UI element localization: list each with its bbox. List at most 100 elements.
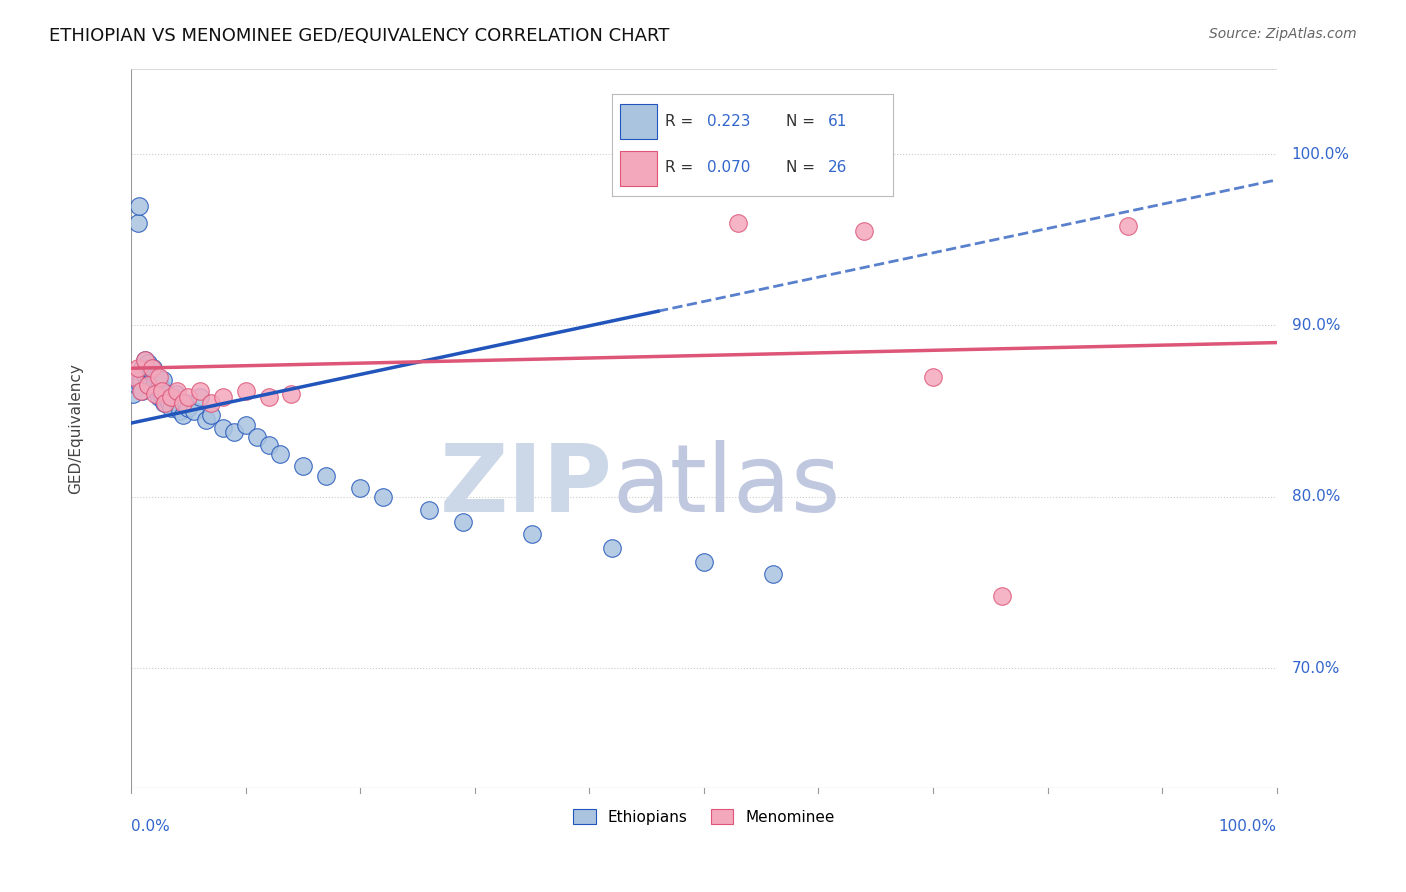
Point bbox=[143, 387, 166, 401]
Point bbox=[172, 395, 194, 409]
Point bbox=[129, 378, 152, 392]
Point bbox=[153, 395, 176, 409]
Text: 80.0%: 80.0% bbox=[1292, 489, 1340, 504]
Point bbox=[145, 384, 167, 398]
Point bbox=[142, 369, 165, 384]
Point bbox=[124, 369, 146, 384]
Point bbox=[165, 387, 187, 401]
Point bbox=[280, 387, 302, 401]
Text: 90.0%: 90.0% bbox=[1292, 318, 1340, 333]
Point bbox=[451, 516, 474, 530]
Legend: Ethiopians, Menominee: Ethiopians, Menominee bbox=[567, 803, 841, 830]
Point bbox=[200, 395, 222, 409]
Point bbox=[418, 503, 440, 517]
Point bbox=[183, 404, 205, 418]
Point bbox=[177, 391, 200, 405]
Point bbox=[761, 566, 783, 581]
Bar bbox=[620, 104, 657, 139]
Point bbox=[149, 387, 172, 401]
Point bbox=[269, 447, 291, 461]
Point bbox=[257, 438, 280, 452]
Point bbox=[132, 367, 155, 381]
Point bbox=[727, 216, 749, 230]
Point bbox=[157, 395, 180, 409]
Point bbox=[174, 395, 197, 409]
Point bbox=[135, 369, 157, 384]
Point bbox=[127, 216, 149, 230]
Point bbox=[136, 378, 159, 392]
Point bbox=[160, 391, 183, 405]
Point bbox=[136, 378, 159, 392]
Point bbox=[922, 369, 945, 384]
Point bbox=[349, 481, 371, 495]
Point bbox=[143, 373, 166, 387]
Bar bbox=[620, 151, 657, 186]
Point bbox=[291, 458, 314, 473]
Point bbox=[150, 384, 173, 398]
Point bbox=[371, 490, 394, 504]
Point bbox=[990, 589, 1012, 603]
Point bbox=[122, 387, 145, 401]
Point bbox=[136, 356, 159, 370]
Point bbox=[224, 425, 246, 439]
Point bbox=[134, 352, 156, 367]
Point bbox=[131, 361, 153, 376]
Point bbox=[162, 391, 184, 405]
Point bbox=[211, 391, 233, 405]
Point bbox=[188, 391, 211, 405]
Point bbox=[131, 373, 153, 387]
Text: 100.0%: 100.0% bbox=[1219, 819, 1277, 834]
Point bbox=[520, 527, 543, 541]
Point bbox=[693, 555, 716, 569]
Text: GED/Equivalency: GED/Equivalency bbox=[69, 363, 83, 493]
Point bbox=[200, 408, 222, 422]
Point bbox=[142, 378, 165, 392]
Text: 0.070: 0.070 bbox=[707, 160, 751, 175]
Point bbox=[146, 369, 169, 384]
Point bbox=[853, 224, 876, 238]
Point bbox=[246, 430, 269, 444]
Point bbox=[131, 384, 153, 398]
Point bbox=[155, 395, 177, 409]
Point bbox=[169, 404, 191, 418]
Point bbox=[141, 361, 163, 376]
Point bbox=[600, 541, 623, 556]
Text: Source: ZipAtlas.com: Source: ZipAtlas.com bbox=[1209, 27, 1357, 41]
Text: atlas: atlas bbox=[612, 440, 841, 532]
Point bbox=[127, 361, 149, 376]
Point bbox=[138, 369, 160, 384]
Point bbox=[136, 361, 159, 376]
Text: R =: R = bbox=[665, 114, 699, 128]
Point bbox=[235, 417, 257, 432]
Text: N =: N = bbox=[786, 160, 820, 175]
Point bbox=[125, 378, 148, 392]
Point bbox=[134, 352, 156, 367]
Text: 0.223: 0.223 bbox=[707, 114, 751, 128]
Text: N =: N = bbox=[786, 114, 820, 128]
Text: 100.0%: 100.0% bbox=[1292, 146, 1350, 161]
Point bbox=[148, 391, 170, 405]
Point bbox=[160, 401, 183, 415]
Point bbox=[124, 369, 146, 384]
Point bbox=[172, 408, 194, 422]
Point bbox=[149, 378, 172, 392]
Point bbox=[150, 384, 173, 398]
Point bbox=[211, 421, 233, 435]
Point bbox=[128, 198, 150, 212]
Text: 26: 26 bbox=[828, 160, 848, 175]
Point bbox=[155, 387, 177, 401]
Point bbox=[152, 373, 174, 387]
Point bbox=[131, 384, 153, 398]
Point bbox=[142, 361, 165, 376]
Point bbox=[188, 384, 211, 398]
Text: 61: 61 bbox=[828, 114, 848, 128]
Point bbox=[315, 469, 337, 483]
Text: 70.0%: 70.0% bbox=[1292, 661, 1340, 675]
Point bbox=[177, 401, 200, 415]
Point bbox=[235, 384, 257, 398]
Point bbox=[166, 384, 188, 398]
Point bbox=[1116, 219, 1139, 233]
Text: ZIP: ZIP bbox=[439, 440, 612, 532]
Text: R =: R = bbox=[665, 160, 699, 175]
Point bbox=[141, 367, 163, 381]
